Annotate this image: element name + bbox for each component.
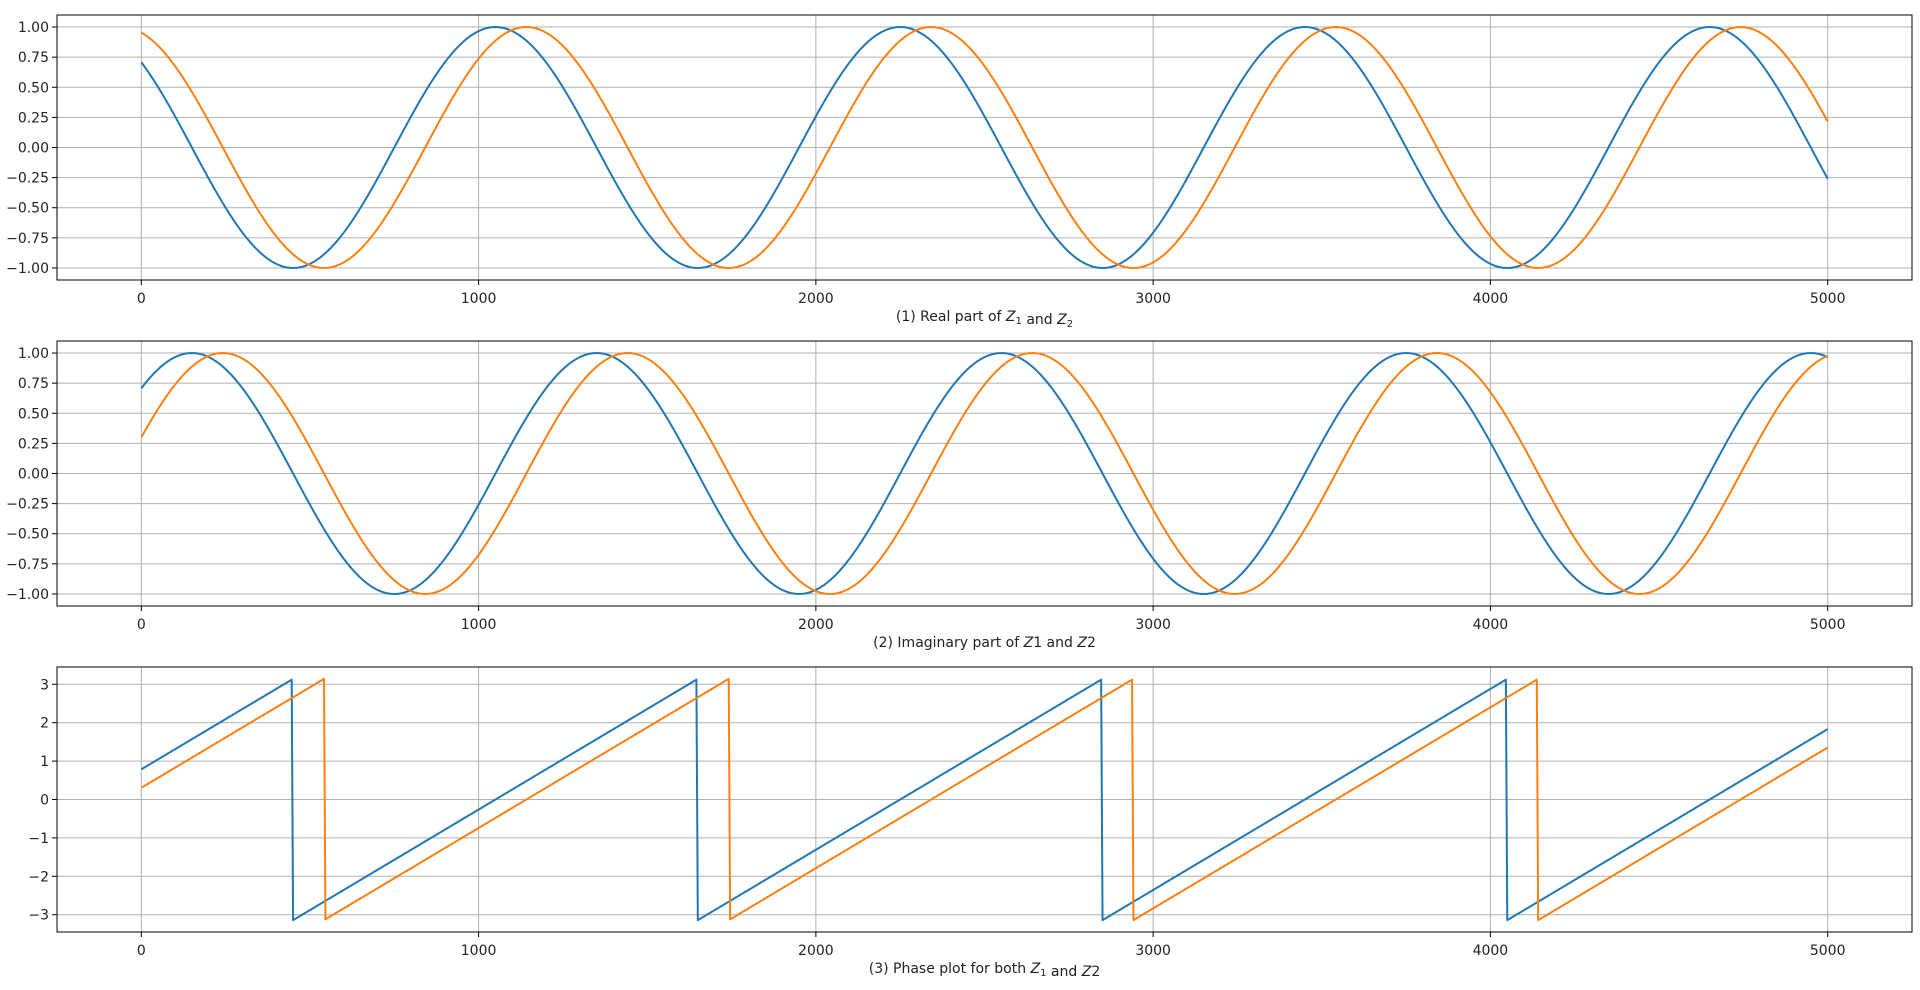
y-tick-label: 0 bbox=[40, 793, 49, 809]
x-tick-label: 3000 bbox=[1135, 617, 1171, 633]
series-line-2 bbox=[140, 677, 1829, 922]
y-tick-label: −3 bbox=[28, 908, 49, 924]
y-tick-label: −1.00 bbox=[6, 261, 49, 277]
series-line-2 bbox=[140, 26, 1829, 269]
y-tick-label: −0.25 bbox=[6, 497, 49, 513]
y-tick-label: −1 bbox=[28, 831, 49, 847]
y-tick-label: 0.50 bbox=[18, 406, 49, 422]
y-tick-label: −0.75 bbox=[6, 557, 49, 573]
x-tick-label: 4000 bbox=[1473, 617, 1509, 633]
y-tick-label: 1.00 bbox=[18, 346, 49, 362]
y-tick-label: −0.25 bbox=[6, 171, 49, 187]
x-tick-label: 4000 bbox=[1473, 291, 1509, 307]
x-tick-label: 0 bbox=[137, 291, 146, 307]
series-line-1 bbox=[140, 26, 1829, 269]
x-tick-label: 2000 bbox=[798, 617, 834, 633]
x-tick-label: 2000 bbox=[798, 291, 834, 307]
x-tick-label: 1000 bbox=[461, 617, 497, 633]
y-tick-label: 3 bbox=[40, 677, 49, 693]
x-tick-label: 5000 bbox=[1810, 617, 1846, 633]
subplot-imaginary-part: 0 1000 2000 3000 4000 5000 1.00 0.75 0.50 0.25 0.0… bbox=[6, 340, 1913, 651]
y-tick-label: −0.50 bbox=[6, 201, 49, 217]
y-tick-label: 0.00 bbox=[18, 141, 49, 157]
y-tick-label: 0.75 bbox=[18, 376, 49, 392]
x-tick-label: 5000 bbox=[1810, 291, 1846, 307]
x-tick-label: 1000 bbox=[461, 943, 497, 959]
x-tick-label: 5000 bbox=[1810, 943, 1846, 959]
y-tick-label: 2 bbox=[40, 716, 49, 732]
series-line-2 bbox=[140, 352, 1829, 595]
x-tick-label: 1000 bbox=[461, 291, 497, 307]
x-tick-label: 3000 bbox=[1135, 943, 1171, 959]
x-tick-label: 2000 bbox=[798, 943, 834, 959]
x-tick-label: 0 bbox=[137, 943, 146, 959]
y-tick-label: 0.25 bbox=[18, 110, 49, 126]
x-tick-label: 0 bbox=[137, 617, 146, 633]
x-axis-label: (1) Real part of Z1 and Z2 bbox=[896, 309, 1073, 330]
x-axis-label: (3) Phase plot for both Z1 and Z2 bbox=[869, 961, 1101, 980]
x-tick-label: 3000 bbox=[1135, 291, 1171, 307]
y-tick-label: −0.75 bbox=[6, 231, 49, 247]
y-tick-label: 0.75 bbox=[18, 50, 49, 66]
x-tick-label: 4000 bbox=[1473, 943, 1509, 959]
y-tick-label: 1 bbox=[40, 754, 49, 770]
y-tick-label: 0.25 bbox=[18, 436, 49, 452]
series-line-1 bbox=[140, 352, 1829, 595]
y-tick-label: −2 bbox=[28, 869, 49, 885]
subplot-real-part: 0 1000 2000 3000 4000 5000 1.00 0.75 0.50 0.25 0.0… bbox=[6, 14, 1913, 330]
y-tick-label: 0.50 bbox=[18, 80, 49, 96]
subplot-phase: 0 1000 2000 3000 4000 5000 3 2 1 0 −1 −2 −3 (3) Phase… bbox=[28, 666, 1913, 980]
y-tick-label: −0.50 bbox=[6, 527, 49, 543]
y-tick-label: −1.00 bbox=[6, 587, 49, 603]
x-axis-label: (2) Imaginary part of Z1 and Z2 bbox=[873, 635, 1096, 651]
y-tick-label: 1.00 bbox=[18, 20, 49, 36]
y-tick-label: 0.00 bbox=[18, 467, 49, 483]
series-line-1 bbox=[140, 678, 1829, 922]
